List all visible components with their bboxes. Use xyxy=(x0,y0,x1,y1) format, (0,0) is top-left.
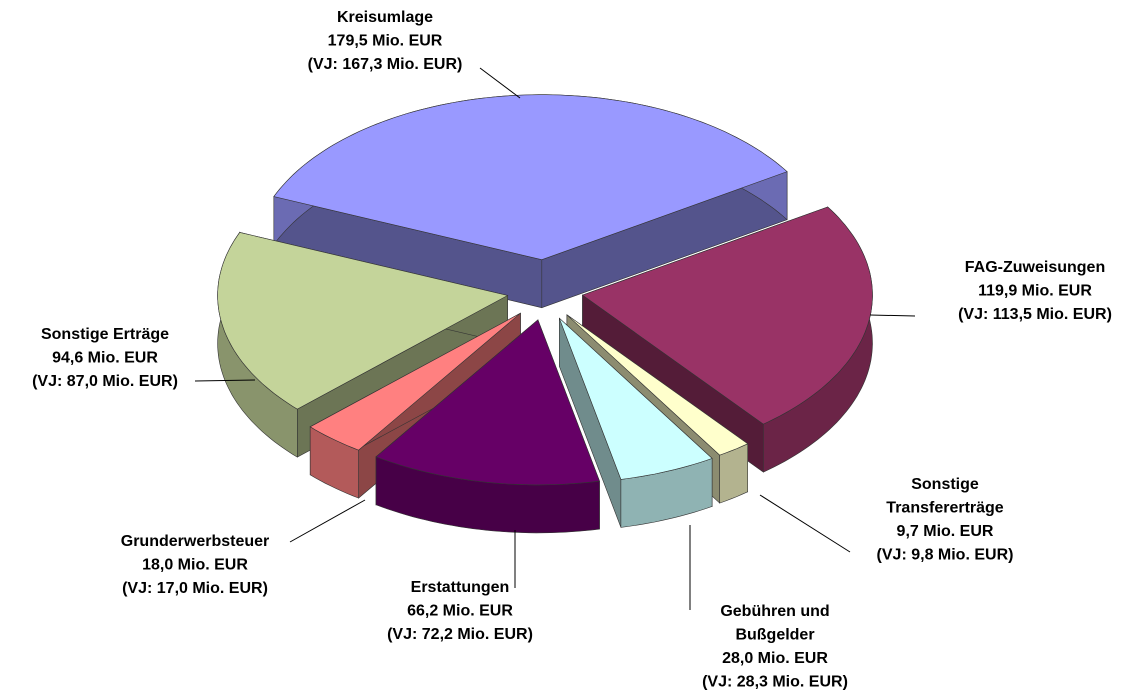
value-label: 179,5 Mio. EUR xyxy=(328,33,443,50)
value-label: 94,6 Mio. EUR xyxy=(52,350,158,367)
slice xyxy=(581,206,873,425)
slice-label: Bußgelder xyxy=(735,627,814,644)
value-label: 119,9 Mio. EUR xyxy=(978,283,1092,300)
prev-value-label: (VJ: 167,3 Mio. EUR) xyxy=(308,56,463,73)
slice-label: Gebühren und xyxy=(720,603,829,620)
value-label: 9,7 Mio. EUR xyxy=(897,523,994,540)
leader-line xyxy=(289,499,366,543)
slice-label: Kreisumlage xyxy=(337,9,433,26)
prev-value-label: (VJ: 9,8 Mio. EUR) xyxy=(877,547,1014,564)
leader-line xyxy=(759,494,851,553)
prev-value-label: (VJ: 113,5 Mio. EUR) xyxy=(958,306,1112,323)
slice-label: Sonstige Erträge xyxy=(41,326,169,343)
slice xyxy=(217,232,509,410)
slice-group xyxy=(559,317,713,528)
leader-line xyxy=(869,314,916,317)
leader-line xyxy=(194,379,256,382)
slice-label: Sonstige xyxy=(911,476,979,493)
slice-label: Erstattungen xyxy=(411,579,510,596)
slice-label: FAG-Zuweisungen xyxy=(965,259,1105,276)
prev-value-label: (VJ: 17,0 Mio. EUR) xyxy=(122,580,268,597)
slice xyxy=(309,312,521,451)
leader-line xyxy=(479,67,521,99)
value-label: 18,0 Mio. EUR xyxy=(142,557,248,574)
slice-label: Grunderwerbsteuer xyxy=(121,533,269,550)
slice xyxy=(559,317,713,480)
value-label: 28,0 Mio. EUR xyxy=(722,650,828,667)
prev-value-label: (VJ: 28,3 Mio. EUR) xyxy=(702,674,848,691)
slice-group xyxy=(273,94,788,309)
prev-value-label: (VJ: 72,2 Mio. EUR) xyxy=(387,626,533,643)
slice xyxy=(566,314,749,456)
slice-group xyxy=(375,319,600,534)
slice xyxy=(375,319,600,486)
value-label: 66,2 Mio. EUR xyxy=(407,603,513,620)
slice-label: Transfererträge xyxy=(886,500,1003,517)
prev-value-label: (VJ: 87,0 Mio. EUR) xyxy=(32,373,178,390)
